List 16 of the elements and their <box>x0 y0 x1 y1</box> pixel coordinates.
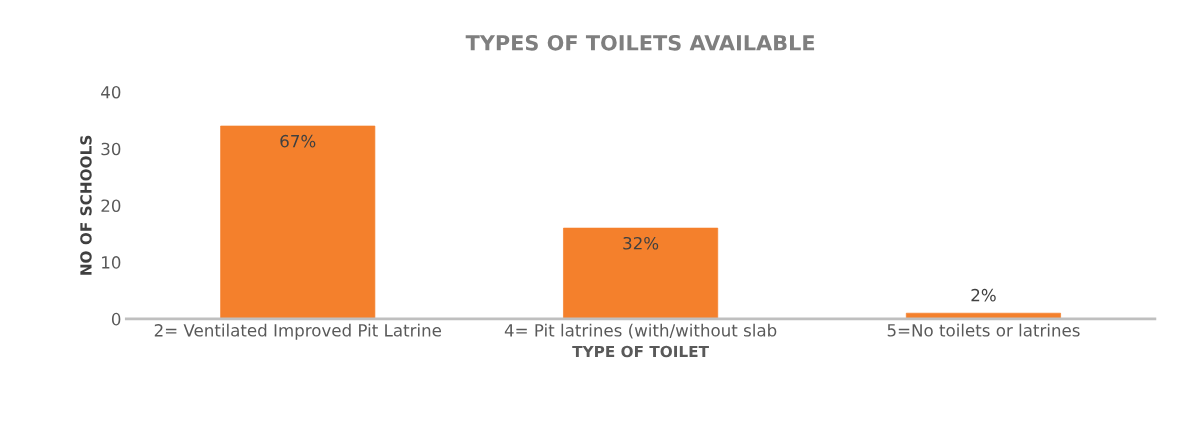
x-tick-label: 5=No toilets or latrines <box>887 323 1080 337</box>
y-tick-label: 20 <box>101 199 121 213</box>
y-tick-label: 30 <box>101 142 121 156</box>
x-tick-label: 4= Pit latrines (with/without slab <box>504 323 777 339</box>
y-tick-label: 10 <box>102 256 121 269</box>
x-axis-title: TYPE OF TOILET <box>572 345 709 358</box>
bar <box>563 227 719 319</box>
y-tick-label: 40 <box>101 85 121 99</box>
y-axis-title: NO OF SCHOOLS <box>80 135 92 275</box>
bar <box>220 125 376 319</box>
chart-title: TYPES OF TOILETS AVAILABLE <box>465 34 815 51</box>
y-tick-label: 0 <box>111 312 121 326</box>
annotation: 67% <box>280 134 316 148</box>
annotation: 2% <box>971 288 996 302</box>
x-tick-label: 2= Ventilated Improved Pit Latrine <box>154 323 442 340</box>
annotation: 32% <box>623 236 659 250</box>
